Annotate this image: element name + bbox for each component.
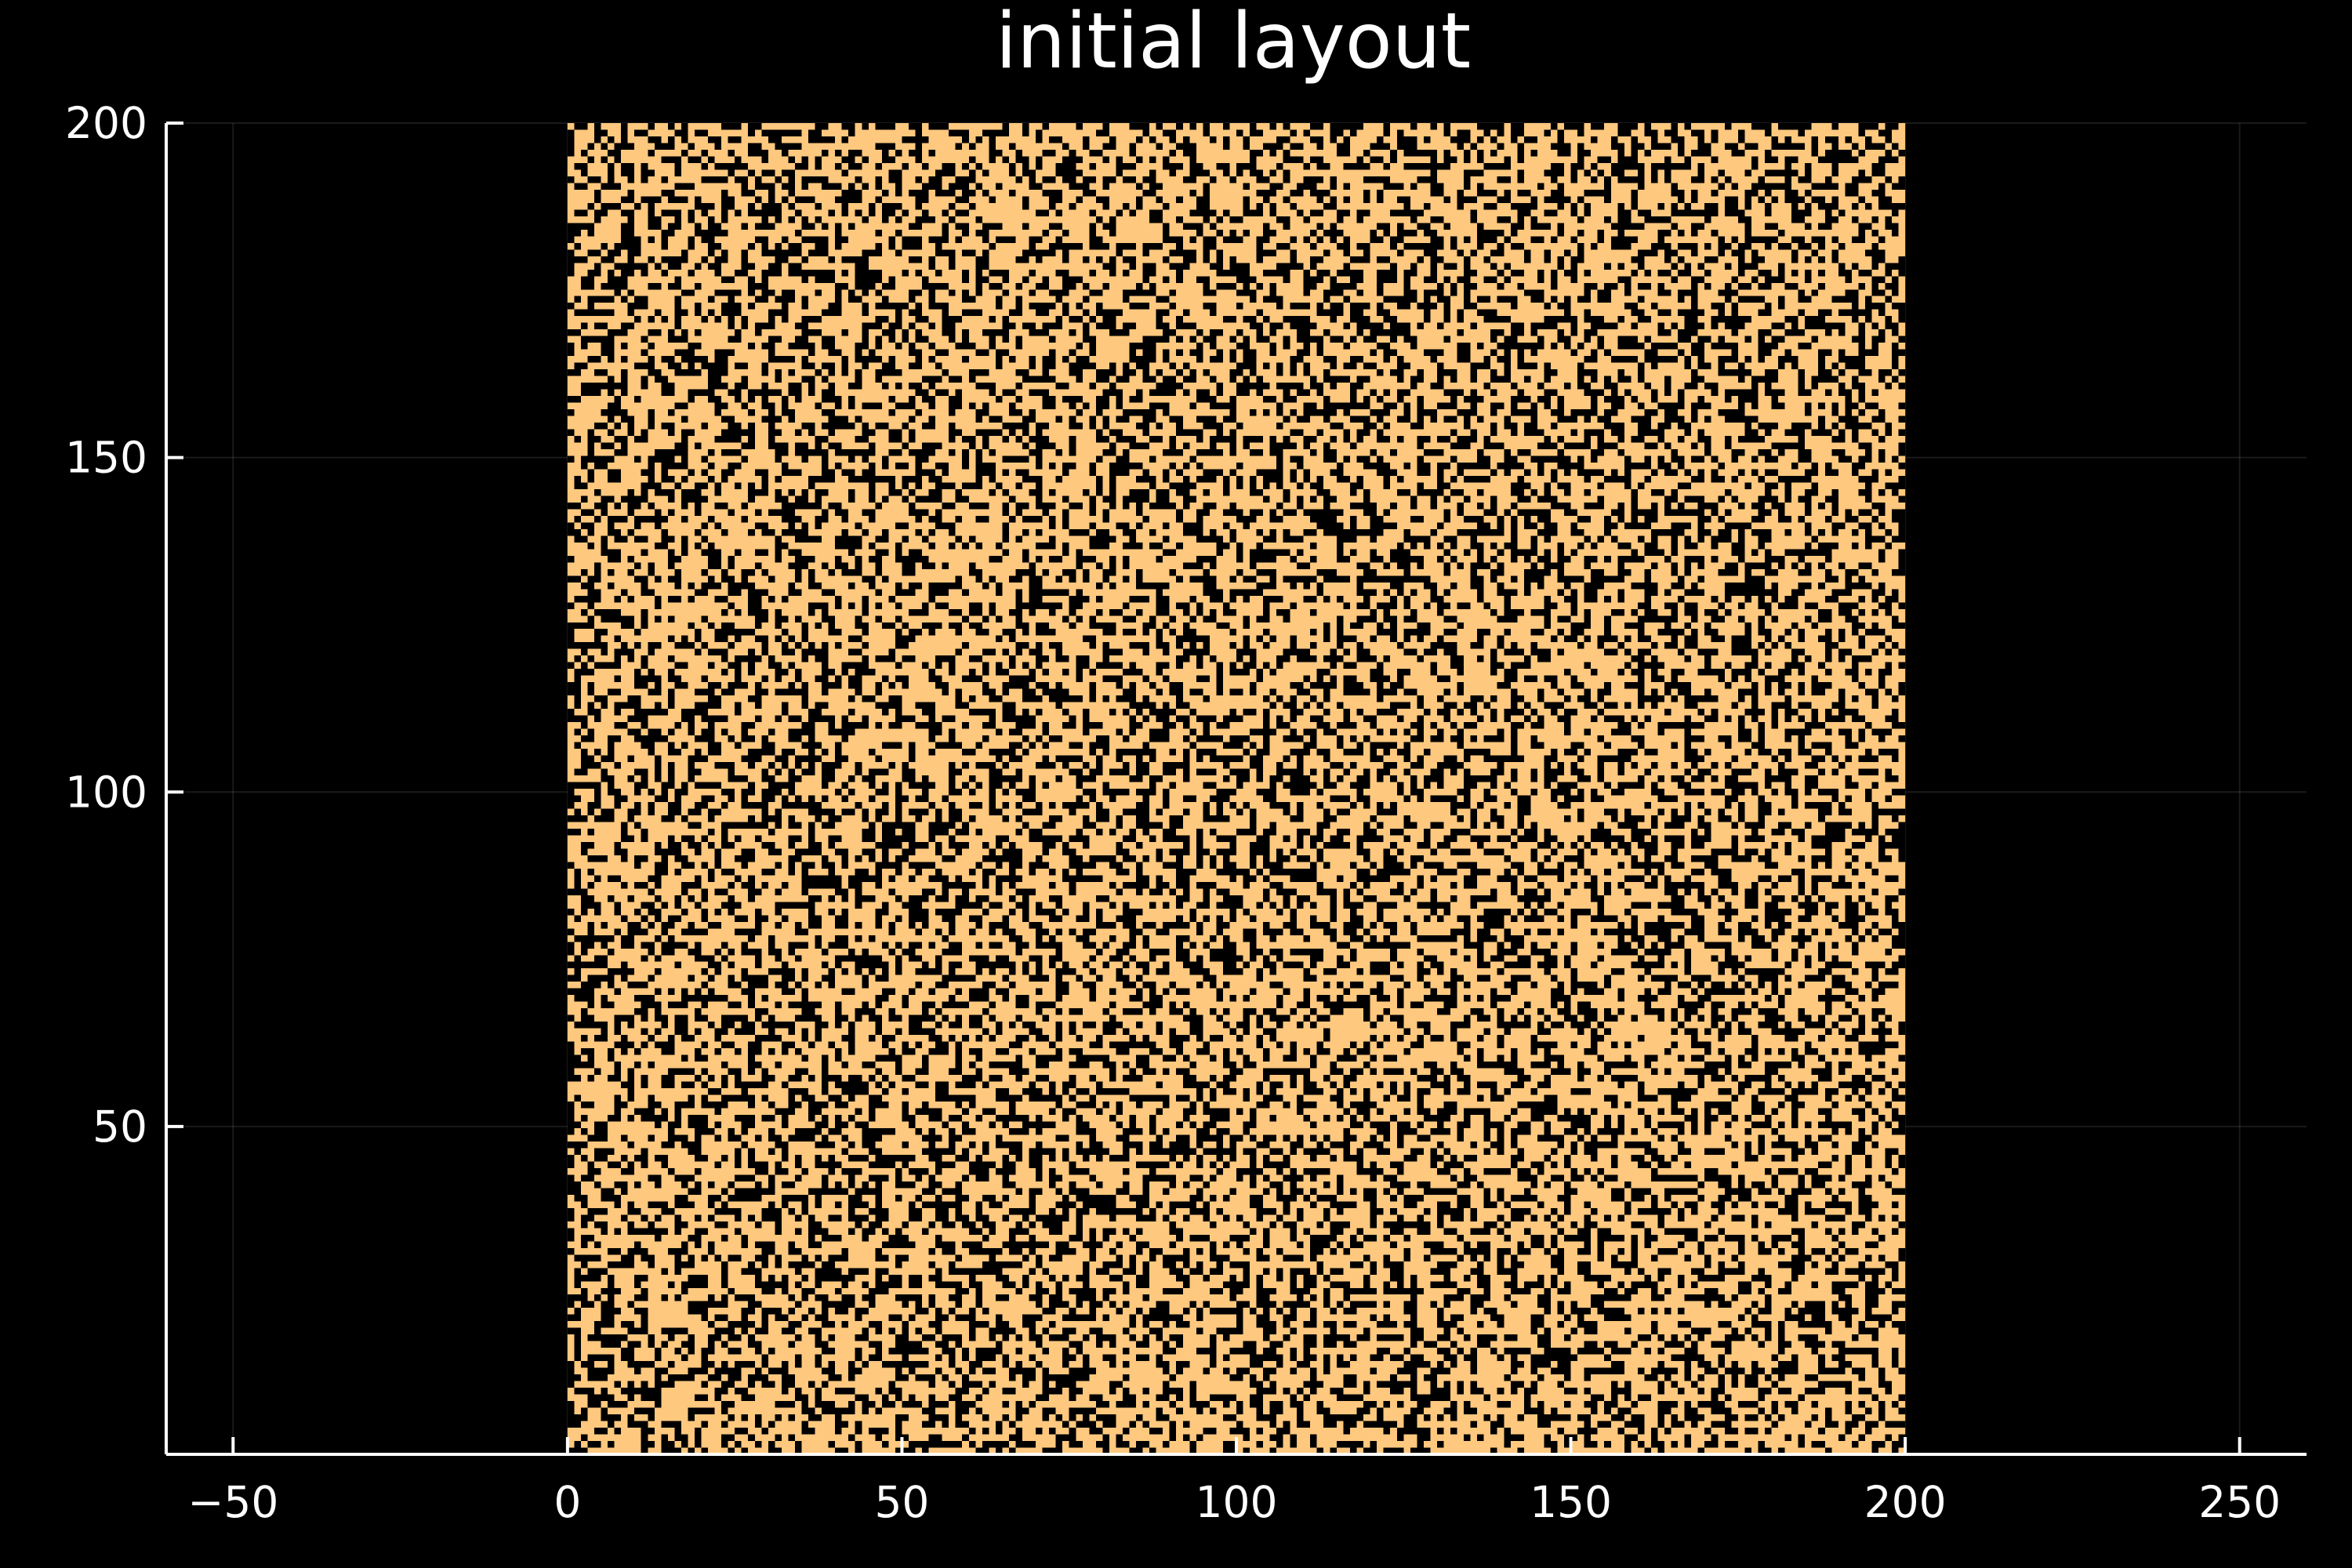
y-tick-label: 100: [65, 767, 147, 817]
x-tick-label: 100: [1196, 1477, 1278, 1527]
heatmap-cells: [567, 123, 1906, 1454]
x-tick-label: 50: [874, 1477, 929, 1527]
x-tick-label: 200: [1864, 1477, 1947, 1527]
ticks: −50 0 50 100 150 200 250 50 100 150 200: [65, 98, 2281, 1527]
x-tick-label: −50: [187, 1477, 278, 1527]
x-tick-label: 150: [1530, 1477, 1612, 1527]
chart-title: initial layout: [996, 0, 1471, 86]
y-tick-label: 200: [65, 98, 147, 148]
x-tick-label: 0: [554, 1477, 581, 1527]
y-tick-label: 50: [93, 1102, 147, 1152]
y-tick-label: 150: [65, 433, 147, 483]
x-tick-label: 250: [2198, 1477, 2281, 1527]
heatmap: [567, 123, 1906, 1454]
